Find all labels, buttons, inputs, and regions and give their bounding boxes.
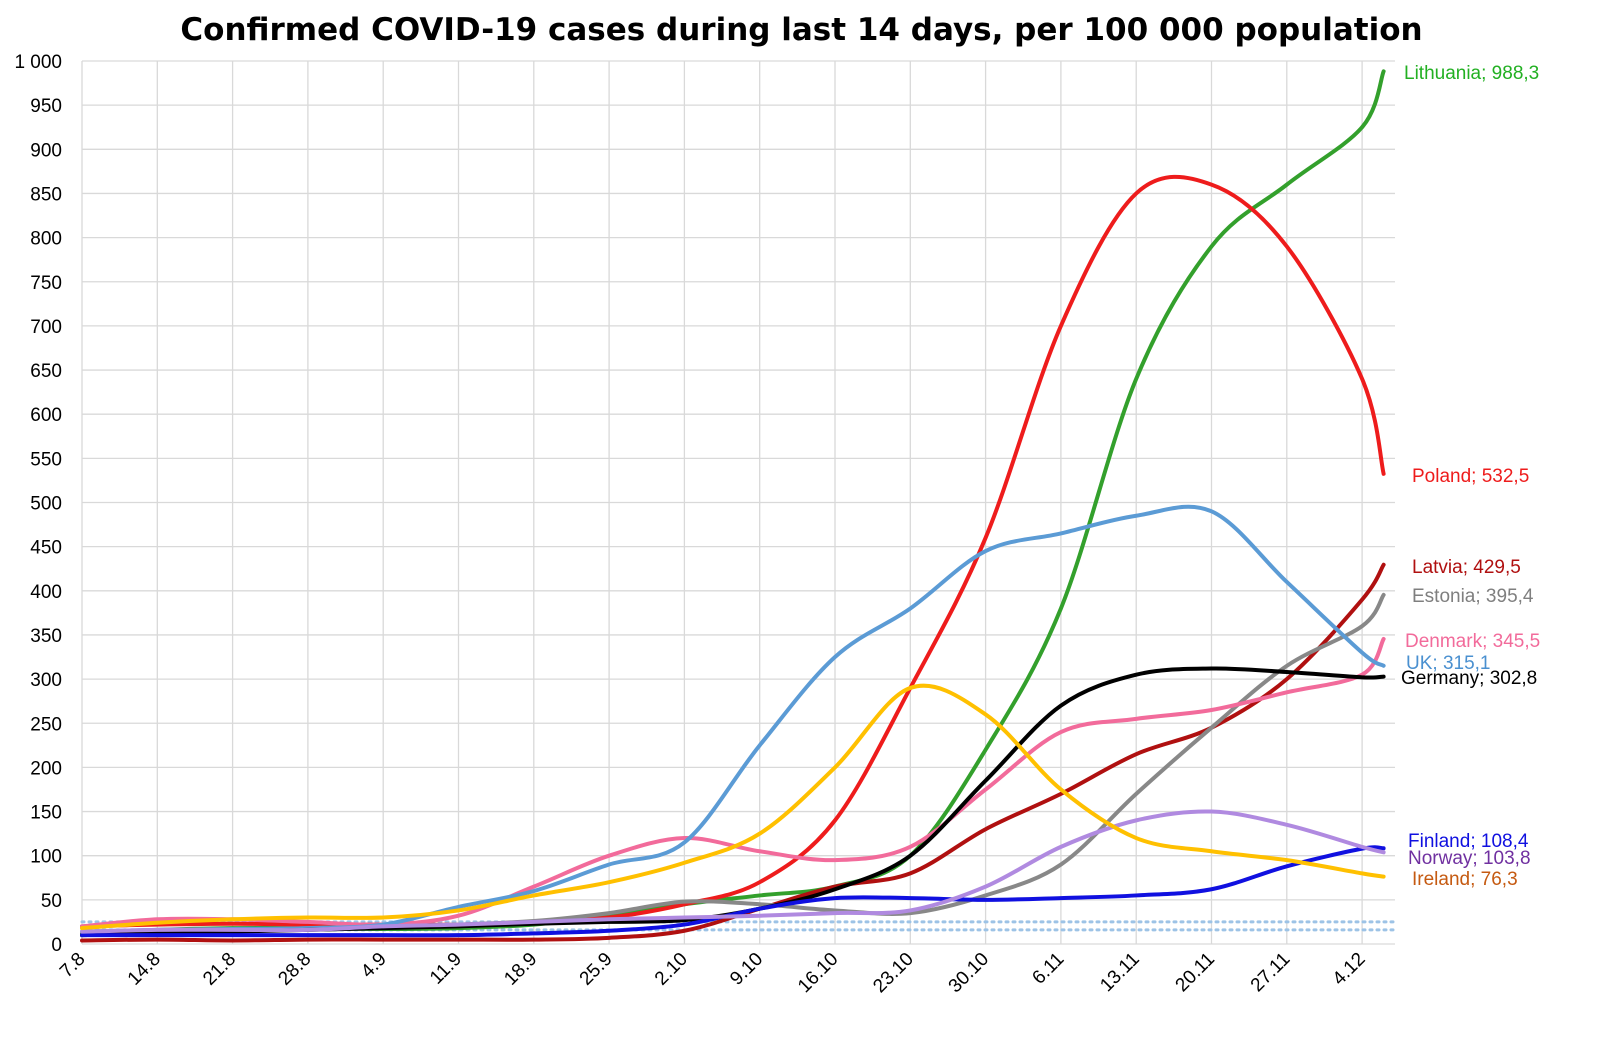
x-tick-label: 27.11	[1247, 949, 1294, 996]
y-tick-label: 850	[30, 184, 62, 205]
x-tick-label: 21.8	[199, 949, 240, 990]
y-tick-label: 700	[30, 317, 62, 338]
series-line-ireland	[80, 683, 1386, 931]
y-tick-label: 600	[30, 405, 62, 426]
x-tick-label: 28.8	[274, 949, 315, 990]
x-tick-label: 23.10	[869, 949, 917, 997]
x-tick-label: 13.11	[1096, 949, 1143, 996]
y-tick-label: 1 000	[14, 52, 62, 73]
y-tick-label: 500	[30, 494, 62, 515]
series-line-norway	[80, 809, 1386, 934]
y-tick-label: 300	[30, 670, 62, 691]
series-line-estonia	[80, 592, 1386, 938]
series-label-poland: Poland; 532,5	[1412, 466, 1529, 487]
y-tick-label: 750	[30, 273, 62, 294]
x-tick-label: 4.9	[357, 949, 391, 983]
series-label-uk: UK; 315,1	[1406, 653, 1491, 674]
y-tick-label: 900	[30, 140, 62, 161]
y-tick-label: 950	[30, 96, 62, 117]
x-tick-label: 18.9	[500, 949, 541, 990]
x-tick-label: 11.9	[426, 949, 466, 989]
y-tick-label: 550	[30, 449, 62, 470]
y-tick-label: 400	[30, 582, 62, 603]
series-label-ireland: Ireland; 76,3	[1412, 869, 1518, 890]
chart-title: Confirmed COVID-19 cases during last 14 …	[180, 12, 1423, 48]
y-tick-label: 350	[30, 626, 62, 647]
y-tick-label: 250	[30, 714, 62, 735]
series-line-latvia	[80, 562, 1386, 943]
y-tick-label: 150	[30, 803, 62, 824]
x-tick-label: 16.10	[794, 949, 842, 997]
x-tick-label: 25.9	[576, 949, 617, 990]
y-tick-label: 0	[51, 935, 62, 956]
y-tick-label: 100	[30, 847, 62, 868]
series-line-denmark	[80, 636, 1386, 929]
series-label-finland: Finland; 108,4	[1408, 831, 1529, 852]
series-label-latvia: Latvia; 429,5	[1412, 557, 1521, 578]
x-tick-label: 4.12	[1329, 949, 1370, 990]
series-label-norway: Norway; 103,8	[1408, 848, 1531, 869]
y-tick-label: 50	[41, 891, 62, 912]
x-tick-label: 30.10	[945, 949, 993, 997]
x-tick-label: 6.11	[1028, 949, 1068, 989]
y-tick-label: 650	[30, 361, 62, 382]
x-tick-label: 20.11	[1172, 949, 1219, 996]
series-label-estonia: Estonia; 395,4	[1412, 586, 1534, 607]
y-tick-label: 800	[30, 229, 62, 250]
series-label-germany: Germany; 302,8	[1401, 668, 1537, 689]
x-tick-label: 2.10	[651, 949, 692, 990]
series-label-lithuania: Lithuania; 988,3	[1404, 63, 1539, 84]
series-line-uk	[80, 504, 1386, 934]
y-tick-label: 450	[30, 538, 62, 559]
x-tick-label: 9.10	[726, 949, 767, 990]
x-tick-label: 14.8	[124, 949, 165, 990]
y-tick-label: 200	[30, 758, 62, 779]
series-line-finland	[80, 845, 1386, 938]
series-label-denmark: Denmark; 345,5	[1405, 631, 1540, 652]
